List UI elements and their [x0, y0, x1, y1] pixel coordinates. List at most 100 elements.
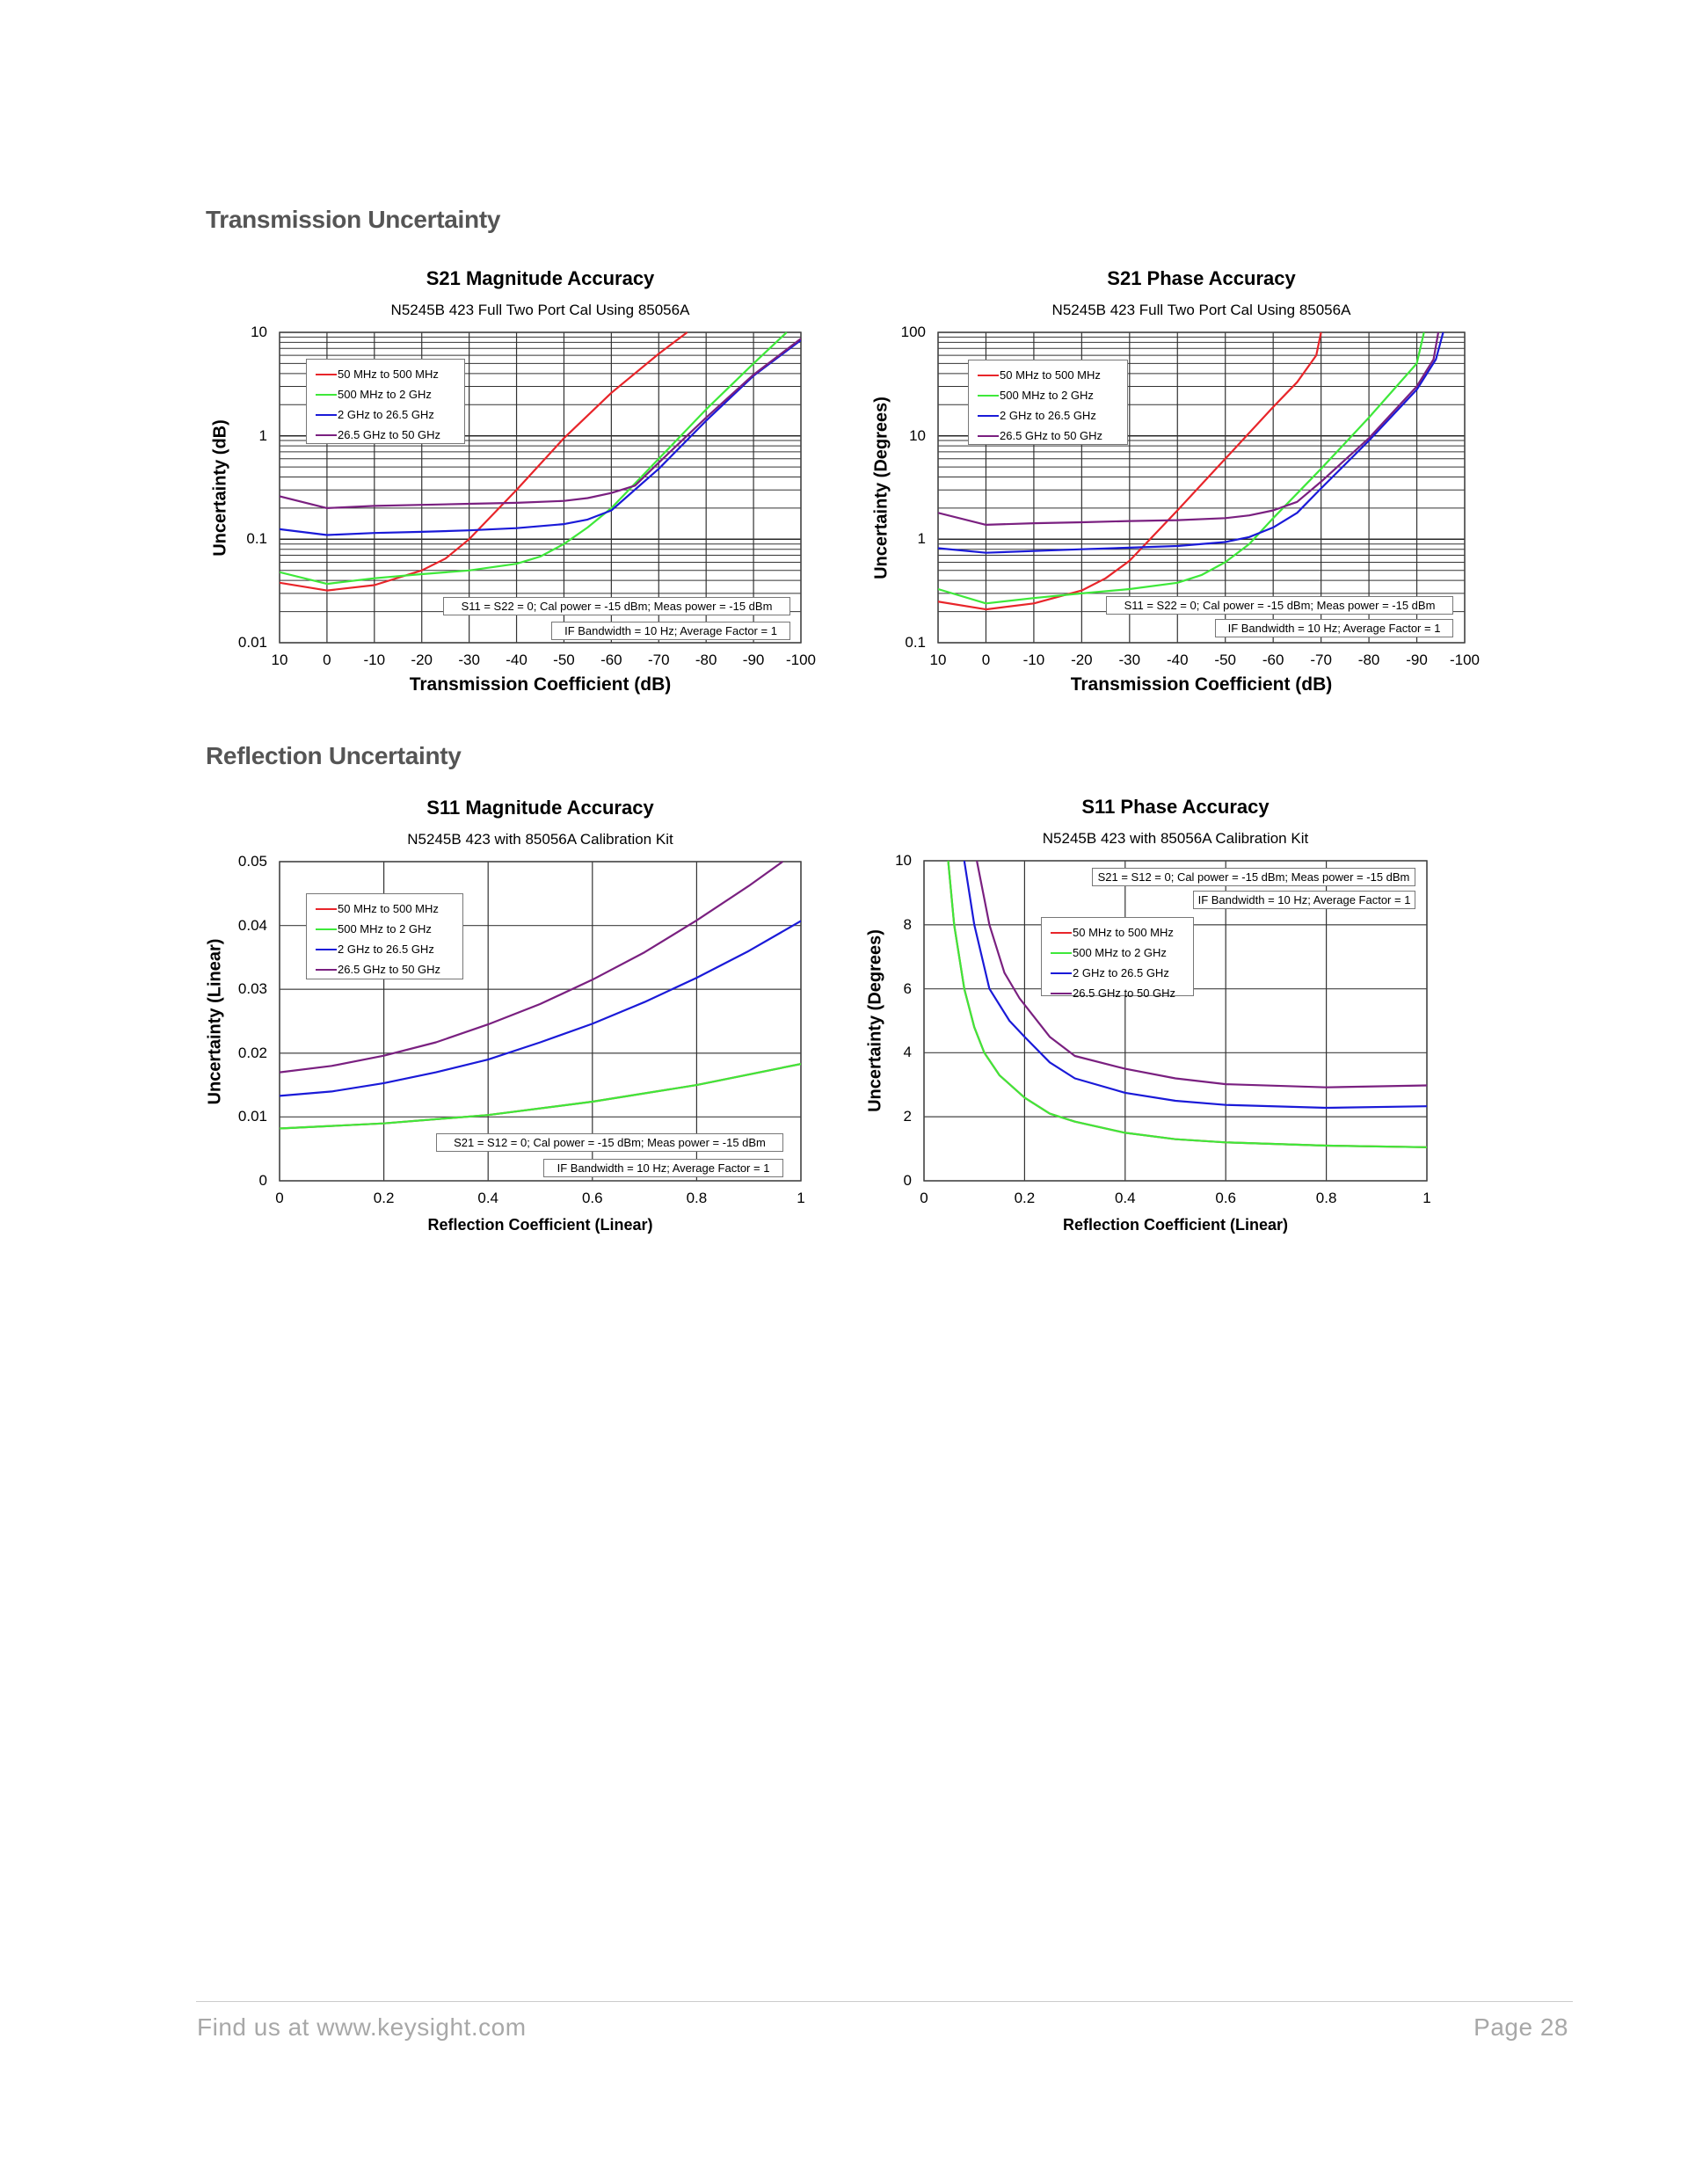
y-tick-label: 4 [903, 1044, 912, 1061]
legend-label: 2 GHz to 26.5 GHz [338, 943, 434, 956]
footer-website-link[interactable]: Find us at www.keysight.com [197, 2013, 527, 2041]
legend-item: 26.5 GHz to 50 GHz [1051, 983, 1186, 1003]
legend-swatch [316, 968, 337, 971]
legend-item: 26.5 GHz to 50 GHz [978, 426, 1120, 446]
x-tick-label: -100 [785, 652, 817, 668]
y-tick-label: 0.01 [237, 1108, 267, 1125]
legend-swatch [316, 907, 337, 910]
annotation-box: S21 = S12 = 0; Cal power = -15 dBm; Meas… [1092, 868, 1415, 886]
plot-border [923, 860, 1428, 1182]
legend-item: 50 MHz to 500 MHz [1051, 922, 1186, 943]
annotation-box: IF Bandwidth = 10 Hz; Average Factor = 1 [543, 1159, 783, 1177]
x-tick-label: 10 [929, 652, 947, 668]
legend-item: 2 GHz to 26.5 GHz [978, 405, 1120, 426]
plot-area [923, 860, 1428, 1182]
y-tick-label: 6 [903, 979, 912, 997]
legend-label: 26.5 GHz to 50 GHz [1073, 986, 1176, 1000]
x-tick-label: 10 [271, 652, 288, 668]
legend-label: 500 MHz to 2 GHz [338, 922, 432, 935]
legend-item: 50 MHz to 500 MHz [316, 899, 455, 919]
chart-title: S11 Magnitude Accuracy [426, 797, 654, 819]
x-tick-label: 0.6 [581, 1190, 603, 1206]
y-tick-label: 10 [895, 852, 912, 869]
y-tick-label: 0.1 [905, 634, 926, 651]
x-tick-label: -80 [1357, 652, 1380, 668]
legend-item: 2 GHz to 26.5 GHz [1051, 963, 1186, 983]
y-axis-title: Uncertainty (Linear) [205, 938, 225, 1104]
plot-background [924, 861, 1427, 1181]
x-tick-label: 0 [323, 652, 331, 668]
legend-item: 50 MHz to 500 MHz [978, 365, 1120, 385]
y-axis-title: Uncertainty (dB) [210, 419, 230, 557]
series-line-3 [976, 860, 1427, 1088]
legend-item: 2 GHz to 26.5 GHz [316, 939, 455, 959]
chart-s21-phase: S21 Phase Accuracy N5245B 423 Full Two Po… [872, 267, 1481, 695]
legend-label: 2 GHz to 26.5 GHz [1073, 966, 1169, 979]
series-line-1 [280, 331, 788, 586]
legend: 50 MHz to 500 MHz 500 MHz to 2 GHz 2 GHz t… [1041, 917, 1194, 1000]
x-tick-label: 0 [981, 652, 991, 668]
x-tick-label: 0.8 [1315, 1190, 1337, 1206]
series-line-3 [938, 331, 1440, 526]
legend: 50 MHz to 500 MHz 500 MHz to 2 GHz 2 GHz t… [968, 360, 1128, 445]
y-axis-title: Uncertainty (Degrees) [871, 396, 891, 579]
x-tick-label: 0.8 [686, 1190, 708, 1206]
x-tick-label: -30 [458, 652, 480, 668]
y-axis-title: Uncertainty (Degrees) [865, 929, 885, 1112]
chart-s11-phase: S11 Phase Accuracy N5245B 423 with 85056A… [866, 796, 1431, 1234]
y-tick-label: 1 [917, 530, 926, 548]
legend-item: 50 MHz to 500 MHz [316, 364, 457, 384]
x-tick-label: -20 [1071, 652, 1093, 668]
legend-label: 50 MHz to 500 MHz [338, 902, 439, 915]
x-tick-label: 1 [797, 1190, 805, 1206]
legend-swatch [316, 373, 337, 375]
annotation-box: IF Bandwidth = 10 Hz; Average Factor = 1 [551, 622, 790, 640]
series-line-2 [280, 920, 801, 1097]
legend-swatch [1051, 931, 1072, 934]
y-tick-label: 0.01 [237, 634, 267, 651]
plot-area [937, 331, 1466, 644]
series-line-1 [938, 331, 1425, 605]
x-tick-label: -70 [647, 652, 670, 668]
plot-border [279, 331, 802, 644]
legend-label: 50 MHz to 500 MHz [338, 368, 439, 381]
legend-label: 26.5 GHz to 50 GHz [338, 428, 441, 441]
legend: 50 MHz to 500 MHz 500 MHz to 2 GHz 2 GHz t… [306, 893, 463, 979]
x-axis-title: Reflection Coefficient (Linear) [427, 1216, 653, 1234]
series-line-0 [280, 331, 688, 592]
x-tick-label: 0.4 [1114, 1190, 1136, 1206]
legend-swatch [1051, 951, 1072, 954]
y-tick-label: 100 [900, 324, 926, 340]
x-tick-label: -40 [506, 652, 528, 668]
x-tick-label: 0 [275, 1190, 284, 1206]
x-tick-label: -100 [1449, 652, 1481, 668]
section-heading-reflection: Reflection Uncertainty [206, 742, 462, 769]
series-line-2 [963, 860, 1427, 1110]
legend-swatch [978, 434, 999, 437]
chart-s21-magnitude: S21 Magnitude Accuracy N5245B 423 Full Tw… [211, 267, 817, 695]
legend-label: 500 MHz to 2 GHz [1073, 946, 1167, 959]
x-tick-label: 1 [1422, 1190, 1431, 1206]
chart-title: S21 Phase Accuracy [1107, 267, 1296, 289]
legend-swatch [316, 948, 337, 950]
legend-item: 500 MHz to 2 GHz [316, 384, 457, 404]
x-tick-label: 0.2 [373, 1190, 395, 1206]
chart-subtitle: N5245B 423 with 85056A Calibration Kit [1042, 830, 1309, 847]
legend-swatch [316, 433, 337, 436]
legend-swatch [316, 413, 337, 416]
annotation-box: S21 = S12 = 0; Cal power = -15 dBm; Meas… [436, 1133, 783, 1152]
y-tick-label: 0 [903, 1172, 912, 1189]
x-tick-label: -60 [600, 652, 622, 668]
legend-swatch [978, 394, 999, 397]
chart-title: S11 Phase Accuracy [1081, 796, 1270, 818]
x-tick-label: -40 [1166, 652, 1189, 668]
legend-item: 2 GHz to 26.5 GHz [316, 404, 457, 425]
annotation-box: S11 = S22 = 0; Cal power = -15 dBm; Meas… [443, 597, 790, 615]
x-tick-label: -10 [363, 652, 386, 668]
x-axis-title: Transmission Coefficient (dB) [409, 674, 672, 695]
section-heading-transmission: Transmission Uncertainty [206, 206, 501, 233]
legend-swatch [316, 928, 337, 930]
chart-title: S21 Magnitude Accuracy [426, 267, 655, 289]
annotation-box: IF Bandwidth = 10 Hz; Average Factor = 1 [1215, 619, 1453, 637]
legend-label: 2 GHz to 26.5 GHz [338, 408, 434, 421]
